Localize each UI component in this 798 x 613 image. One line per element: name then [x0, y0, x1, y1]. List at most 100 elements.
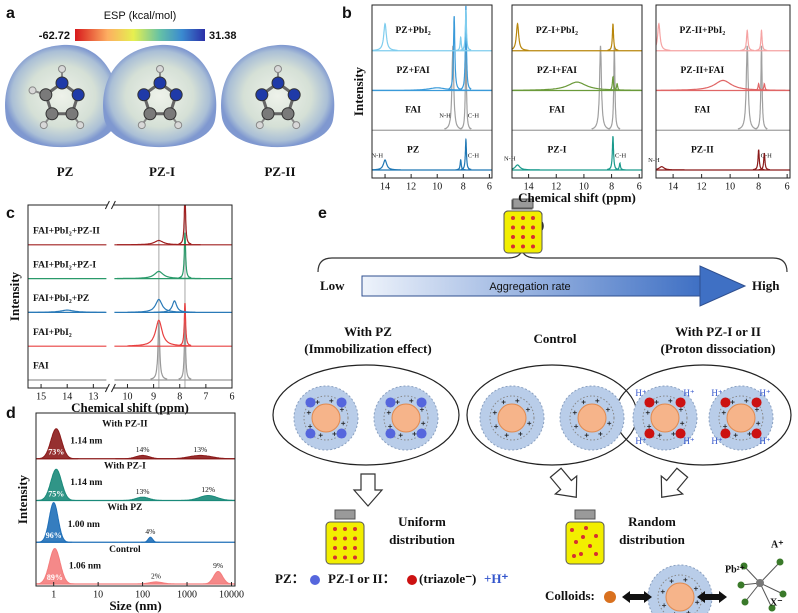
trace-label: PZ-I+FAI [537, 66, 577, 76]
charge [315, 400, 320, 405]
trace-label: With PZ-I [104, 461, 146, 471]
proton-label: H⁺ [683, 388, 694, 398]
double-arrow [697, 591, 727, 603]
charge [721, 410, 726, 415]
spectrum-peak [614, 161, 626, 171]
peak-label: C-H [468, 152, 480, 159]
vial-cap [334, 509, 356, 520]
vial-cap [512, 198, 534, 209]
x-tick-label: 100 [135, 589, 150, 600]
atom-h [255, 121, 264, 130]
ion-label: X⁻ [770, 597, 783, 608]
spectrum-peak [178, 232, 192, 279]
vial-dot [588, 544, 592, 548]
triazole-dot [720, 428, 731, 439]
outcome: distribution [619, 532, 686, 547]
trace-label: FAI [695, 106, 711, 116]
molecules [5, 44, 335, 148]
esp-surface [221, 44, 335, 148]
colloid-core [650, 403, 680, 433]
colorbar [75, 29, 205, 41]
colloid-core [726, 403, 756, 433]
vial [325, 521, 365, 565]
x-tick-label: 8 [756, 181, 761, 192]
spectrum-peak [607, 75, 619, 91]
charge [668, 398, 673, 403]
charge [730, 400, 735, 405]
charge [386, 410, 391, 415]
atom-h [28, 86, 37, 95]
spectrum-peak [607, 136, 619, 171]
outcome: distribution [389, 532, 456, 547]
proton-label: H⁺ [635, 388, 646, 398]
charge [409, 398, 414, 403]
triazole-dot [751, 397, 762, 408]
colorbar-min: -62.72 [39, 30, 70, 42]
plot-frame [27, 204, 233, 389]
charge [308, 424, 313, 429]
charge [504, 433, 509, 438]
molecule-label: PZ-II [264, 164, 295, 179]
atom-n [287, 88, 301, 102]
x-tick-label: 8 [609, 181, 614, 192]
panel-label: a [6, 5, 15, 22]
size-peak [129, 581, 183, 585]
pz-dot [305, 428, 316, 439]
size-peak [200, 571, 235, 585]
spectrum-peak [460, 45, 472, 130]
charge [744, 398, 749, 403]
axis-break [104, 383, 110, 393]
colloid-inner [642, 395, 688, 441]
charge [647, 424, 652, 429]
peak-label: 89% [47, 573, 63, 582]
charge [598, 431, 603, 436]
hollow-arrow [352, 473, 384, 507]
spectrum-peak [372, 22, 398, 51]
size-peak [36, 428, 79, 460]
legend-dot [310, 575, 320, 585]
vial-dot [594, 534, 598, 538]
y-axis-label: Intensity [15, 474, 30, 524]
plot-frame [511, 4, 643, 179]
colloid-inner [718, 395, 764, 441]
spectrum-peak [117, 239, 201, 246]
colloid-core [311, 403, 341, 433]
charge [318, 433, 323, 438]
triazole-dot [644, 428, 655, 439]
size-peak [172, 495, 235, 501]
charge [339, 407, 344, 412]
trace-label: With PZ-II [102, 420, 148, 430]
outcome: Uniform [398, 514, 446, 529]
peak-label: N-H [371, 152, 383, 159]
charge [518, 431, 523, 436]
double-arrow [622, 591, 652, 603]
charge [669, 579, 674, 584]
charge [657, 433, 662, 438]
spectrum-peak [153, 300, 196, 313]
trace-label: Control [109, 545, 141, 555]
charge [395, 400, 400, 405]
atom-h [58, 65, 66, 73]
colloid-core [577, 403, 607, 433]
charge [329, 398, 334, 403]
vial-dot [581, 535, 585, 539]
charge [525, 407, 530, 412]
charge [581, 400, 586, 405]
peak-label: N-H [648, 157, 660, 164]
charge [695, 600, 700, 605]
atom-n [169, 88, 183, 102]
spectrum-peak [656, 165, 685, 171]
colloid-inner [569, 395, 615, 441]
vial-dot [511, 225, 515, 230]
proton-label: H⁺ [711, 388, 722, 398]
atom-h [137, 121, 146, 130]
hollow-arrow [660, 467, 689, 498]
group-subtitle: (Proton dissociation) [661, 341, 776, 356]
x-tick-label: 8 [461, 181, 466, 192]
colloid-core [665, 582, 695, 612]
vial-dot [511, 216, 515, 220]
size-peak [36, 502, 73, 543]
peak-label: C-H [468, 113, 480, 120]
charge [515, 398, 520, 403]
group-subtitle: (Immobilization effect) [304, 341, 431, 356]
